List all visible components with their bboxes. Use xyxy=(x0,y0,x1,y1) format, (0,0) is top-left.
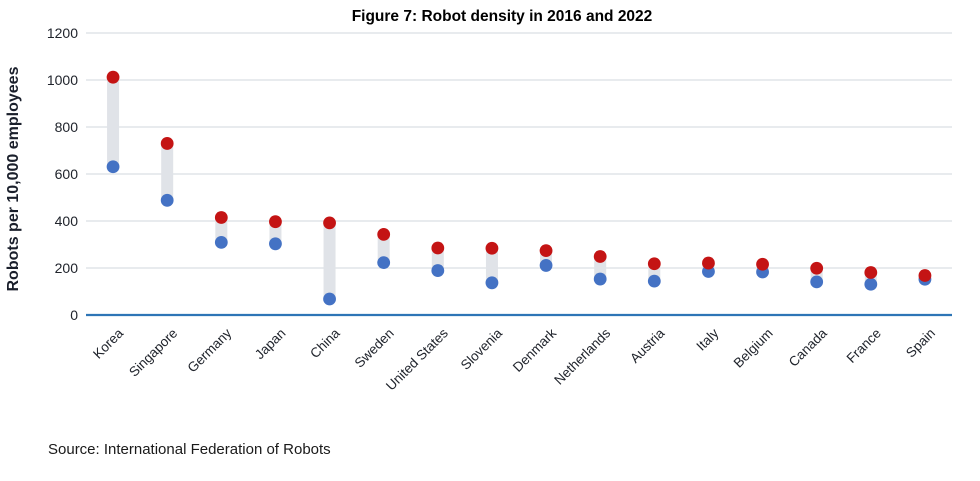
plot-area: 0 200 400 600 800 1000 1200 Korea Singapore Germa… xyxy=(47,25,952,393)
dot-2022-japan xyxy=(269,215,282,229)
dot-2016-china xyxy=(323,292,336,306)
dot-2022-united-states xyxy=(431,241,445,255)
x-category-label: Slovenia xyxy=(458,325,506,373)
x-category-label: Italy xyxy=(693,325,721,353)
x-category-label: Austria xyxy=(627,325,668,366)
x-category-label: Singapore xyxy=(126,326,180,380)
dot-2022-belgium xyxy=(756,257,769,271)
range-bar xyxy=(215,217,228,243)
y-tick-label: 0 xyxy=(70,307,78,323)
dot-2016-canada xyxy=(810,275,824,289)
range-bar xyxy=(377,234,390,263)
dot-2022-china xyxy=(323,216,336,230)
x-category-label: Germany xyxy=(185,325,235,375)
dot-2022-denmark xyxy=(539,244,553,258)
dot-2016-france xyxy=(864,277,878,291)
x-category-label: Japan xyxy=(252,326,289,363)
dot-2016-germany xyxy=(214,235,228,249)
y-tick-label: 1200 xyxy=(47,25,78,41)
dot-2022-canada xyxy=(810,261,824,275)
x-category-label: Korea xyxy=(90,325,126,361)
range-bar xyxy=(485,248,498,283)
dot-2022-singapore xyxy=(160,137,174,150)
range-bar xyxy=(323,222,336,300)
x-category-label: Netherlands xyxy=(551,325,613,387)
dot-2022-germany xyxy=(214,211,228,224)
dot-2022-netherlands xyxy=(593,250,607,263)
x-category-label: France xyxy=(844,326,884,366)
y-tick-label: 1000 xyxy=(47,72,78,88)
dot-2022-korea xyxy=(106,70,120,84)
y-tick-label: 200 xyxy=(55,260,79,276)
y-axis-title: Robots per 10,000 employees xyxy=(5,66,22,292)
dot-2022-spain xyxy=(918,269,932,282)
dot-2022-sweden xyxy=(377,227,391,241)
dot-2022-austria xyxy=(647,257,661,271)
dot-2016-singapore xyxy=(160,193,174,207)
dot-2022-slovenia xyxy=(485,241,499,255)
dot-2016-netherlands xyxy=(593,272,607,286)
range-bar xyxy=(161,143,174,201)
x-category-label: Canada xyxy=(786,325,830,369)
y-tick-label: 800 xyxy=(55,119,79,135)
dot-2016-united-states xyxy=(431,264,445,277)
dot-2016-slovenia xyxy=(485,276,499,290)
range-bar xyxy=(107,77,120,167)
x-category-label: Sweden xyxy=(352,326,397,371)
x-category-label: Spain xyxy=(903,326,938,361)
source-note: Source: International Federation of Robo… xyxy=(48,441,331,458)
x-category-label: China xyxy=(307,325,343,361)
dot-2022-france xyxy=(864,266,878,279)
x-category-label: Belgium xyxy=(731,326,776,371)
x-category-label: Denmark xyxy=(510,325,560,375)
y-tick-label: 600 xyxy=(55,166,79,182)
dot-2016-sweden xyxy=(377,256,391,269)
chart-title: Figure 7: Robot density in 2016 and 2022 xyxy=(351,8,653,25)
dot-2016-austria xyxy=(647,274,661,288)
dot-2016-japan xyxy=(269,237,282,251)
dot-2016-denmark xyxy=(539,259,553,272)
y-tick-label: 400 xyxy=(55,213,79,229)
dot-2022-italy xyxy=(702,256,715,270)
dot-2016-korea xyxy=(106,160,120,174)
